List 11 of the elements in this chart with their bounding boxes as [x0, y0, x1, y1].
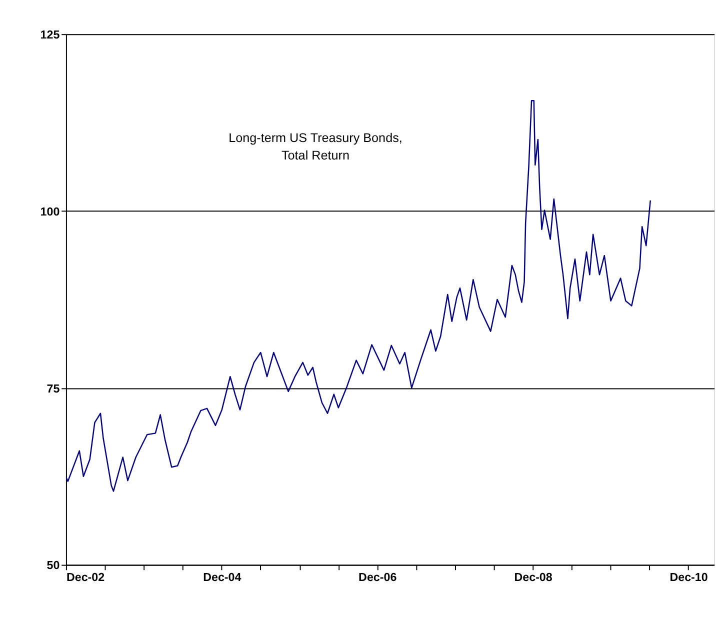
x-tick-label: Dec-04 [203, 570, 242, 584]
line-series [66, 100, 652, 492]
x-tick-label: Dec-10 [670, 570, 708, 584]
y-tick-label: 100 [40, 205, 60, 218]
x-tick-label: Dec-02 [66, 570, 105, 584]
y-tick-label: 75 [46, 382, 60, 396]
annotation: Long-term US Treasury Bonds, Total Return [228, 130, 402, 162]
y-tick-label: 125 [40, 28, 60, 42]
x-tick-label: Dec-08 [514, 570, 553, 584]
y-tick-label: 50 [46, 559, 60, 572]
x-tick-label: Dec-06 [358, 570, 398, 584]
